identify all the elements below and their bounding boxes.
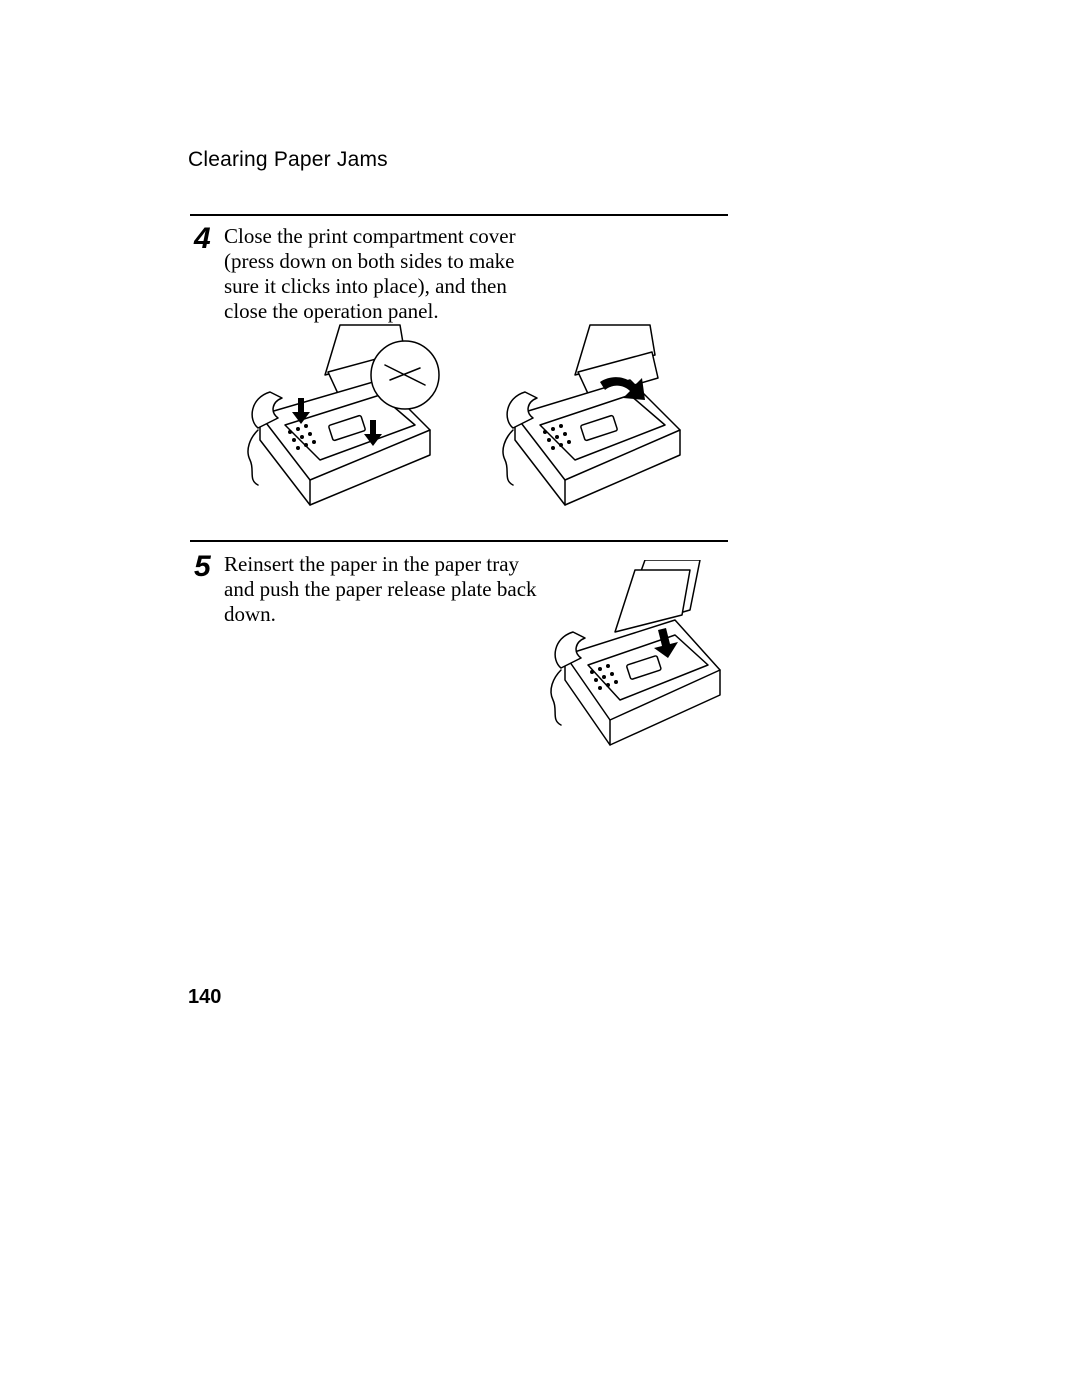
- fax-illustration-icon: [490, 320, 690, 510]
- fax-illustration-icon: [540, 560, 730, 750]
- step-4-illustrations: [230, 320, 690, 510]
- horizontal-rule: [190, 214, 728, 216]
- fax-illustration-icon: [230, 320, 450, 510]
- horizontal-rule: [190, 540, 728, 542]
- step-text: Close the print compartment cover (press…: [224, 224, 554, 324]
- section-heading: Clearing Paper Jams: [188, 148, 388, 172]
- page-number: 140: [188, 986, 221, 1009]
- step-number: 5: [194, 550, 211, 584]
- step-number: 4: [194, 222, 211, 256]
- manual-page: Clearing Paper Jams 4 Close the print co…: [0, 0, 1080, 1397]
- step-4: 4 Close the print compartment cover (pre…: [190, 224, 728, 324]
- step-text: Reinsert the paper in the paper tray and…: [224, 552, 554, 627]
- step-5-illustrations: [540, 560, 730, 755]
